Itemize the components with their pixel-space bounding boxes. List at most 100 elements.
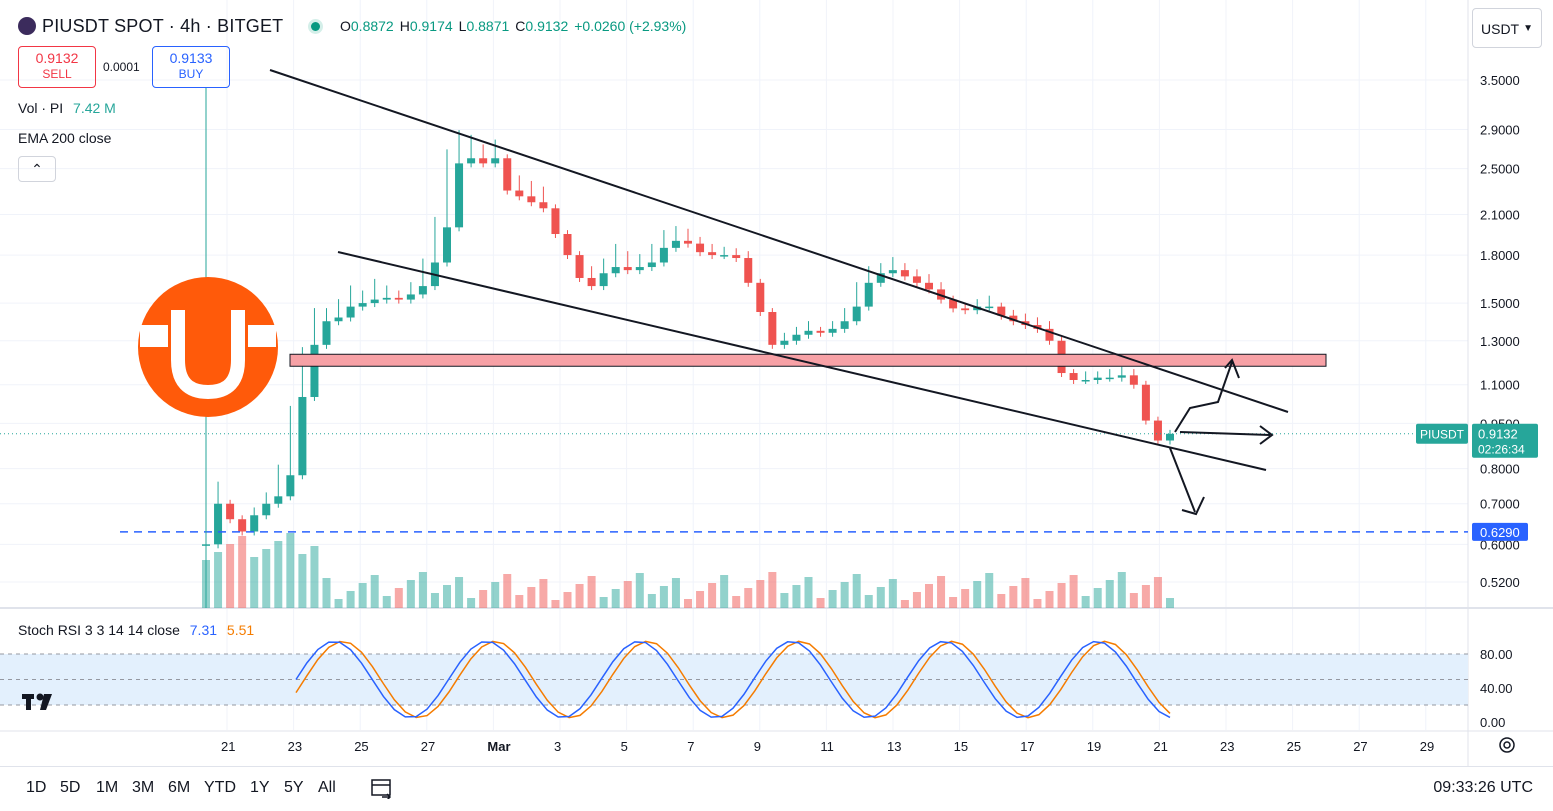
sell-button[interactable]: 0.9132 SELL	[18, 46, 96, 88]
candle-body	[334, 317, 343, 322]
buy-price: 0.9133	[169, 50, 213, 66]
ema-legend[interactable]: EMA 200 close	[18, 130, 112, 146]
volume-bar	[756, 580, 765, 608]
price-tick-label: 1.1000	[1480, 378, 1520, 393]
volume-bar	[671, 578, 680, 608]
volume-bar	[864, 595, 873, 608]
high-label: H	[399, 18, 410, 34]
time-tick-label: 17	[1020, 739, 1034, 754]
candle-body	[611, 267, 620, 274]
candle-body	[744, 258, 753, 283]
volume-legend[interactable]: Vol · PI 7.42 M	[18, 100, 116, 116]
timeframe-1d[interactable]: 1D	[26, 779, 47, 796]
stoch-rsi-legend[interactable]: Stoch RSI 3 3 14 14 close 7.31 5.51	[18, 622, 254, 638]
candle-body	[912, 276, 921, 283]
symbol-title[interactable]: PIUSDT SPOT · 4h · BITGET	[42, 15, 284, 36]
candle-body	[515, 190, 524, 197]
candle-body	[455, 163, 464, 228]
buy-button[interactable]: 0.9133 BUY	[152, 46, 230, 88]
candle-body	[214, 503, 223, 545]
price-tick-label: 2.9000	[1480, 123, 1520, 138]
volume-bar	[1045, 591, 1054, 608]
volume-bar	[346, 591, 355, 608]
volume-label: Vol · PI	[18, 100, 64, 116]
volume-bar	[551, 600, 560, 608]
time-tick-label: 23	[1220, 739, 1234, 754]
candle-body	[1081, 379, 1090, 382]
candle-body	[250, 515, 259, 532]
volume-bar	[973, 581, 982, 608]
time-tick-label: 5	[621, 739, 628, 754]
candle-body	[623, 267, 632, 271]
timeframe-all[interactable]: All	[318, 779, 336, 796]
candle-body	[1117, 375, 1126, 378]
stoch-k-line	[295, 640, 1171, 719]
settings-gear-icon[interactable]	[1496, 734, 1518, 756]
timeframe-5d[interactable]: 5D	[60, 779, 81, 796]
volume-bar	[985, 573, 994, 608]
timeframe-bar: 1D 5D 1M 3M 6M YTD 1Y 5Y All 09:33:26 UT…	[0, 766, 1553, 811]
candle-body	[864, 282, 873, 307]
up-arrow-head	[1224, 358, 1240, 379]
price-tick-label: 0.8000	[1480, 462, 1520, 477]
candle-body	[684, 240, 692, 244]
close-label: C	[515, 18, 526, 34]
volume-bar	[659, 586, 668, 608]
time-tick-label: 7	[687, 739, 694, 754]
time-tick-label: 21	[221, 739, 235, 754]
timeframe-3m[interactable]: 3M	[132, 779, 155, 796]
down-arrow-head	[1181, 496, 1205, 516]
candle-body	[852, 306, 861, 322]
volume-bar	[732, 596, 741, 608]
market-status-dot-icon	[311, 21, 321, 31]
time-tick-label: 15	[954, 739, 968, 754]
volume-bar	[1105, 580, 1114, 608]
timeframe-6m[interactable]: 6M	[168, 779, 191, 796]
price-tick-label: 2.1000	[1480, 207, 1520, 222]
candle-body	[756, 282, 765, 313]
price-tick-label: 0.6000	[1480, 537, 1520, 552]
timeframe-1m[interactable]: 1M	[96, 779, 119, 796]
timeframe-ytd[interactable]: YTD	[204, 779, 236, 796]
candle-body	[780, 340, 789, 345]
candle-body	[370, 299, 379, 304]
stoch-label: Stoch RSI 3 3 14 14 close	[18, 622, 180, 638]
coin-logo-icon	[18, 17, 36, 35]
candle-body	[539, 202, 548, 209]
compare-calendar-icon[interactable]	[370, 777, 394, 804]
volume-bar	[503, 574, 512, 608]
currency-select[interactable]: USDT ▼	[1472, 8, 1542, 48]
candle-body	[262, 503, 271, 516]
candle-body	[406, 294, 415, 300]
candle-body	[720, 255, 729, 257]
candle-body	[1009, 315, 1018, 322]
brand-slash	[40, 694, 52, 710]
candle-body	[659, 247, 668, 263]
timeframe-1y[interactable]: 1Y	[250, 779, 270, 796]
time-tick-label: 25	[354, 739, 368, 754]
candle-body	[418, 286, 427, 295]
symbol-header[interactable]: PIUSDT SPOT · 4h · BITGET	[18, 10, 321, 42]
stoch-tick-label: 0.00	[1480, 715, 1505, 730]
buy-label: BUY	[178, 67, 204, 81]
volume-bar	[949, 597, 958, 608]
time-tick-label: 29	[1420, 739, 1434, 754]
volume-bar	[322, 578, 331, 608]
candle-body	[708, 252, 717, 256]
timeframe-5y[interactable]: 5Y	[284, 779, 304, 796]
stoch-band	[0, 654, 1468, 705]
volume-bar	[876, 587, 885, 608]
candle-body	[310, 344, 319, 397]
candle-body	[985, 306, 994, 309]
candle-body	[1166, 433, 1174, 441]
volume-bar	[744, 588, 753, 608]
volume-bar	[563, 592, 572, 608]
candle-body	[226, 503, 235, 520]
candle-body	[816, 330, 825, 333]
candle-body	[696, 243, 705, 253]
collapse-legend-button[interactable]: ⌃	[18, 156, 56, 182]
candle-body	[599, 273, 608, 287]
candle-body	[635, 267, 644, 271]
volume-bar	[587, 576, 596, 608]
